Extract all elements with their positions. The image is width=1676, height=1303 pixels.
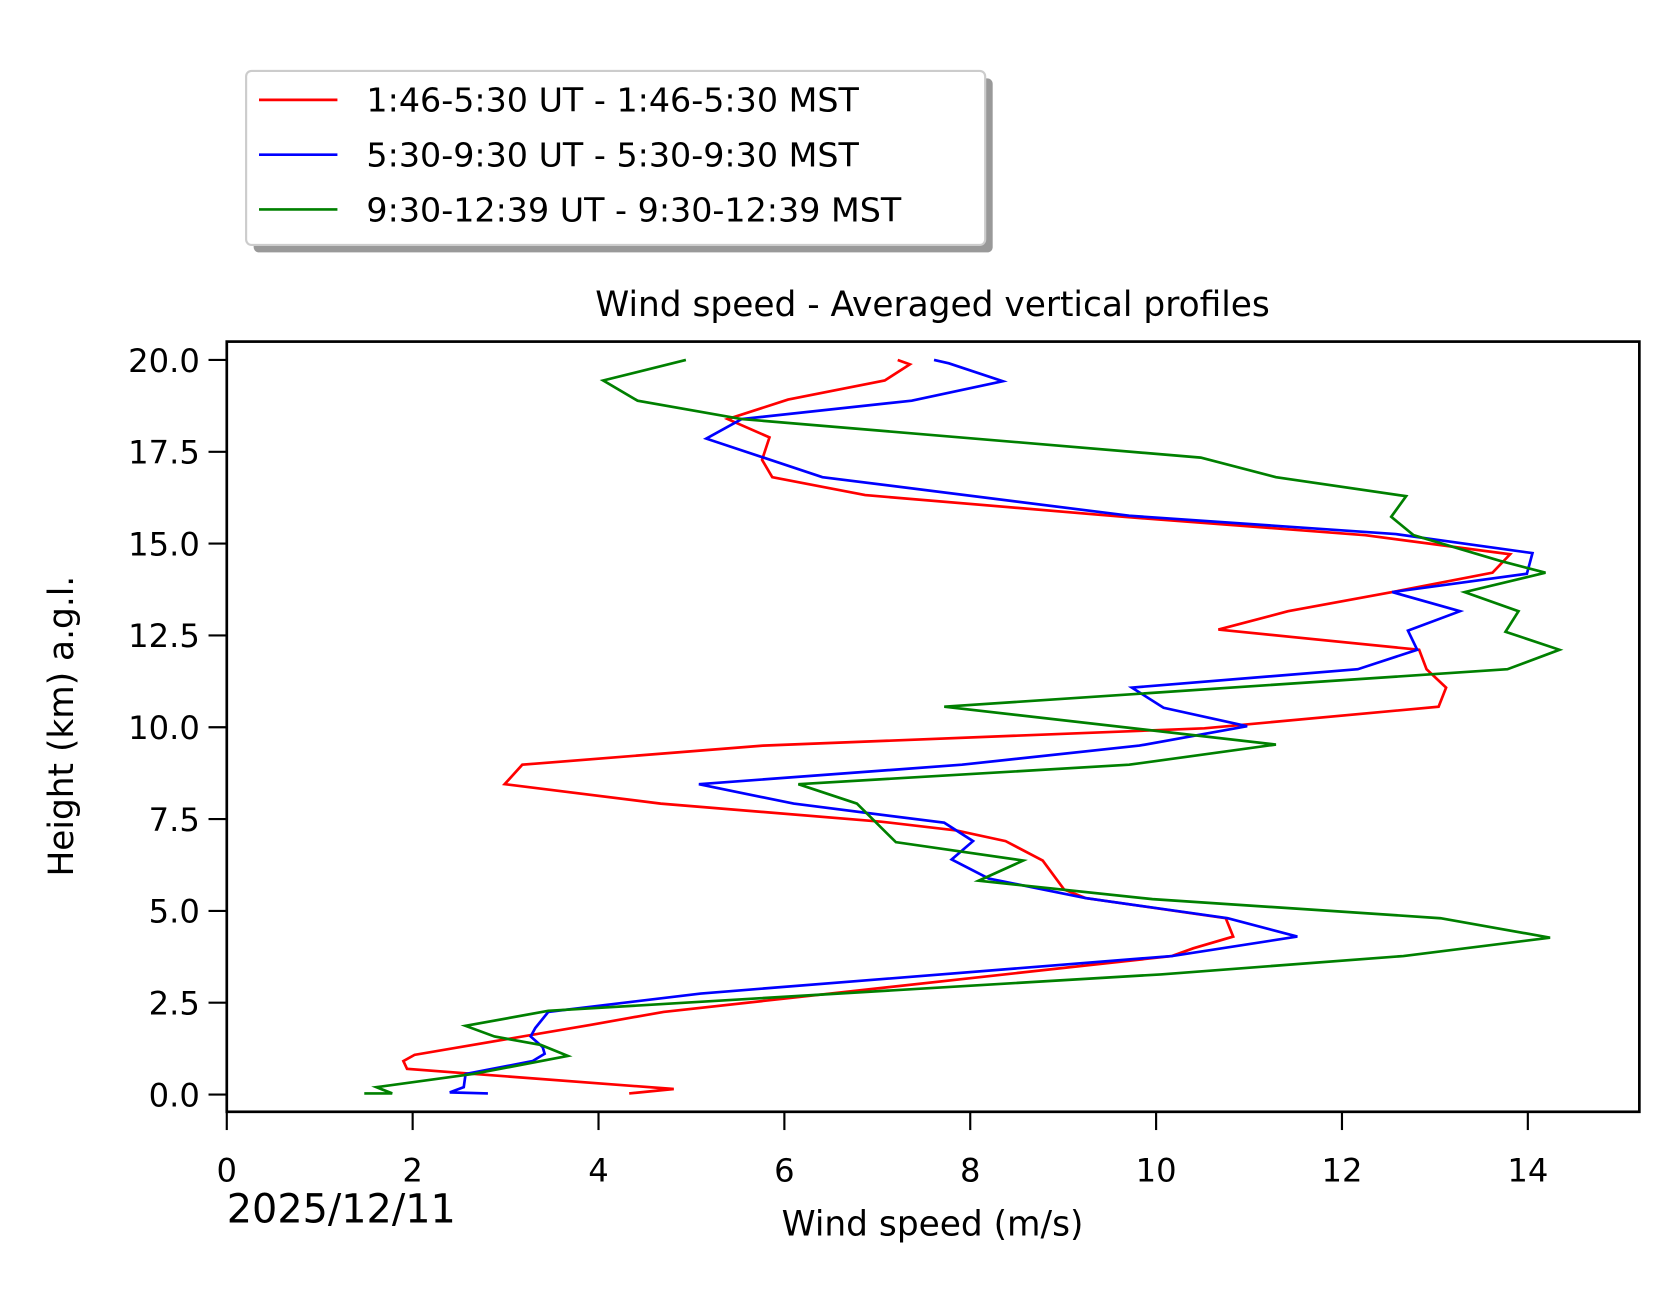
series-line [449, 358, 1535, 1095]
plot-frame [225, 340, 1641, 1114]
x-tick-label: 0 [217, 1152, 238, 1190]
date-label: 2025/12/11 [227, 1186, 456, 1232]
legend-label: 9:30-12:39 UT - 9:30-12:39 MST [366, 190, 901, 229]
series-line [401, 358, 1513, 1095]
y-tick-label: 20.0 [128, 342, 200, 380]
y-tick-label: 10.0 [128, 709, 200, 747]
x-tick-label: 10 [1136, 1152, 1177, 1190]
y-tick-label: 2.5 [149, 985, 200, 1023]
series-line [364, 358, 1564, 1095]
x-tick-label: 4 [588, 1152, 609, 1190]
legend-label: 5:30-9:30 UT - 5:30-9:30 MST [366, 136, 859, 175]
x-tick-label: 14 [1507, 1152, 1548, 1190]
y-tick-label: 17.5 [128, 434, 200, 472]
chart-title: Wind speed - Averaged vertical profiles [595, 285, 1270, 325]
x-tick-label: 12 [1321, 1152, 1362, 1190]
y-tick-label: 12.5 [128, 617, 200, 655]
x-tick-label: 8 [960, 1152, 981, 1190]
y-tick-label: 7.5 [149, 801, 200, 839]
y-tick-label: 15.0 [128, 525, 200, 563]
x-tick-label: 6 [774, 1152, 795, 1190]
x-axis-label: Wind speed (m/s) [782, 1204, 1084, 1244]
legend-box [245, 69, 987, 246]
y-tick-label: 5.0 [149, 893, 200, 931]
legend-label: 1:46-5:30 UT - 1:46-5:30 MST [366, 81, 859, 120]
y-axis-label: Height (km) a.g.l. [42, 576, 82, 877]
x-tick-label: 2 [402, 1152, 423, 1190]
y-tick-label: 0.0 [149, 1076, 200, 1114]
